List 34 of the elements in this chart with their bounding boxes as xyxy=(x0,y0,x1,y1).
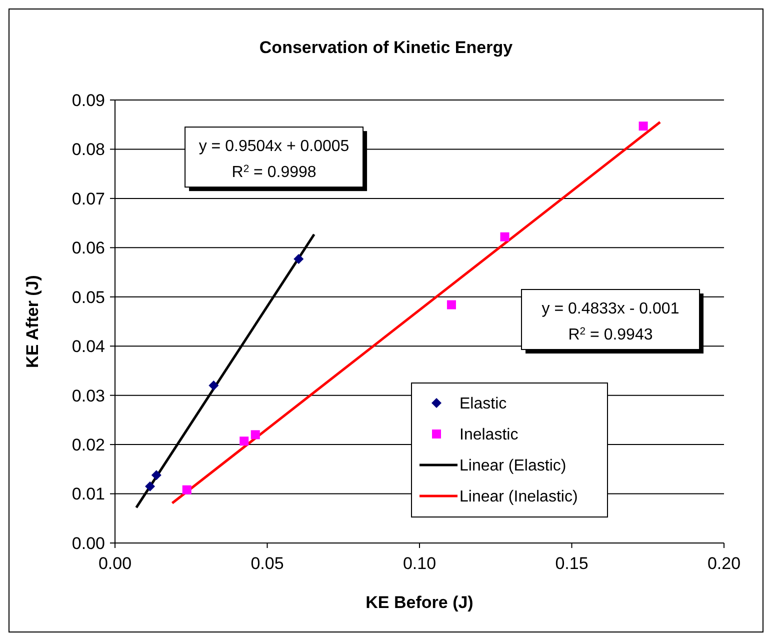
legend-label: Linear (Inelastic) xyxy=(460,488,578,506)
legend-label: Linear (Elastic) xyxy=(460,458,566,475)
point xyxy=(240,436,249,446)
y-tick-label: 0.02 xyxy=(72,436,105,455)
y-tick-label: 0.06 xyxy=(72,238,105,258)
point xyxy=(182,485,192,494)
annotation: y = 0.9504x + 0.0005 R$^{2}$ = 0.9998 xyxy=(198,138,350,182)
x-tick-label: 0.15 xyxy=(555,554,588,573)
point xyxy=(294,254,304,264)
y-tick-label: 0.08 xyxy=(72,140,105,160)
y-tick-label: 0.09 xyxy=(72,90,105,110)
point xyxy=(208,380,219,390)
legend-label: Elastic xyxy=(460,396,507,413)
annotation: y = 0.4833x - 0.001 R$^{2}$ = 0.9943 xyxy=(542,300,680,344)
y-axis-title: KE After (J) xyxy=(23,275,42,368)
point xyxy=(446,300,456,310)
point xyxy=(250,430,260,440)
x-tick-label: 0.10 xyxy=(402,554,436,573)
x-tick-label: 0.05 xyxy=(250,554,284,573)
chart-title: Conservation of Kinetic Energy xyxy=(259,38,514,57)
y-tick-label: 0.00 xyxy=(72,534,105,553)
point xyxy=(638,122,648,131)
y-tick-label: 0.03 xyxy=(72,386,105,406)
x-tick-label: 0.00 xyxy=(98,554,132,573)
x-axis-title: KE Before (J) xyxy=(366,593,474,612)
y-tick-label: 0.01 xyxy=(72,484,105,504)
y-tick-label: 0.07 xyxy=(72,189,105,208)
x-tick-label: 0.20 xyxy=(707,554,741,573)
y-tick-label: 0.04 xyxy=(72,337,105,356)
legend-label: Inelastic xyxy=(460,426,518,444)
point xyxy=(151,470,162,480)
point xyxy=(145,481,156,492)
y-tick-label: 0.05 xyxy=(72,288,105,307)
point xyxy=(500,232,510,242)
